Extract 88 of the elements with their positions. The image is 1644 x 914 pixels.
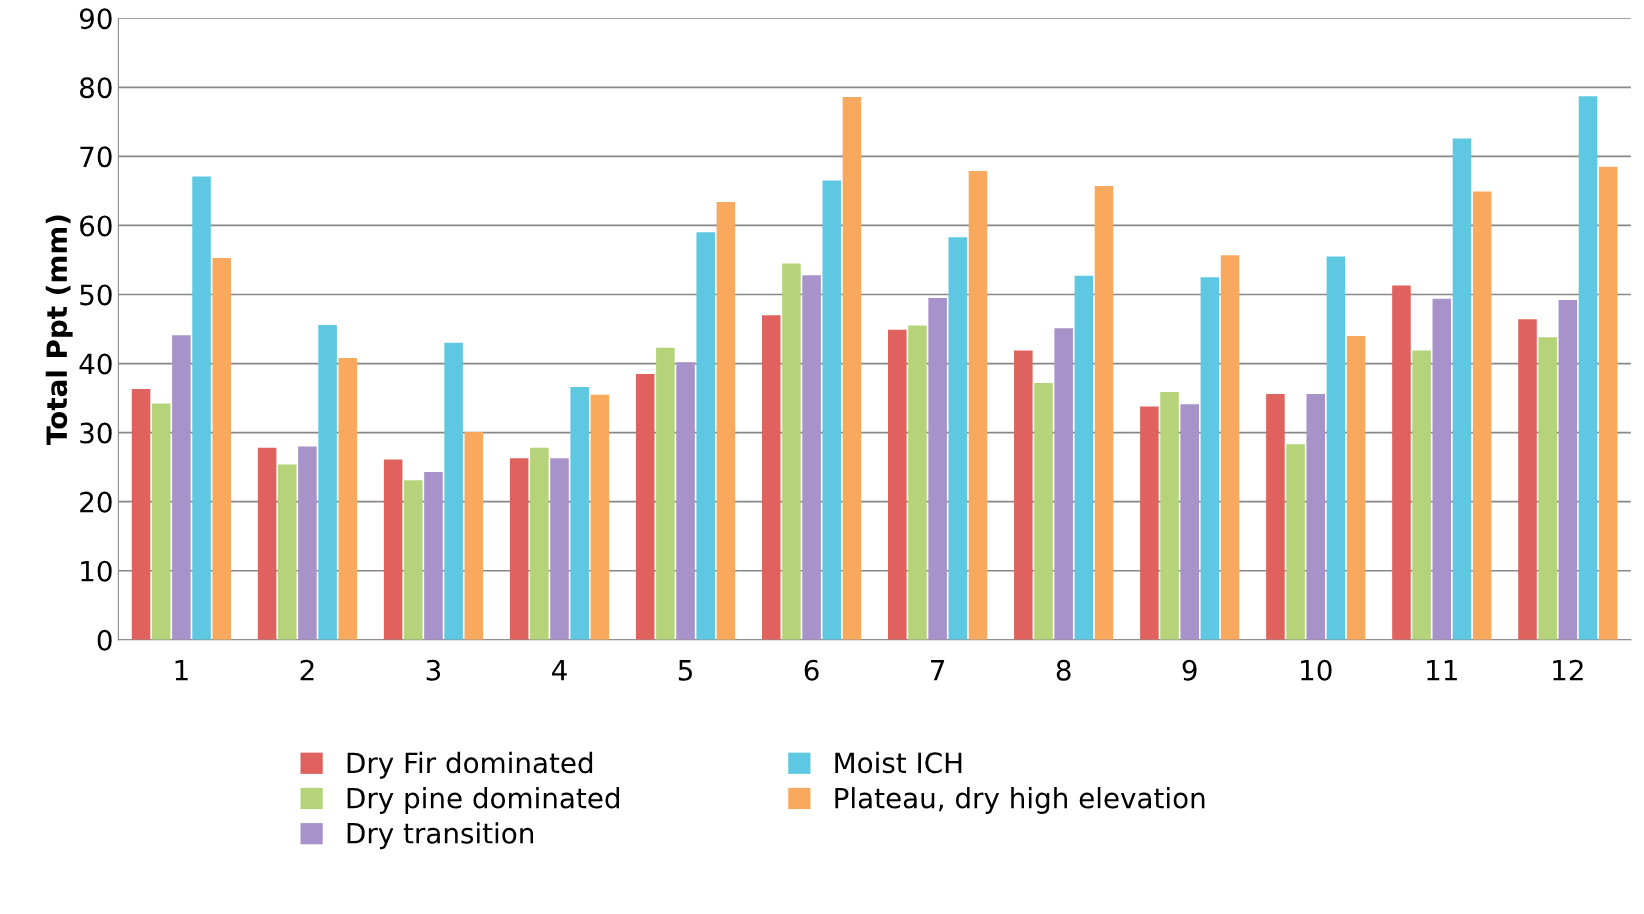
bar [464, 431, 484, 640]
bar [1392, 285, 1411, 640]
x-tick-label: 1 [175, 660, 188, 681]
x-tick-label: 2 [300, 659, 314, 681]
bar [1054, 328, 1073, 640]
bar [1014, 350, 1033, 640]
bar [1220, 255, 1240, 640]
bar [550, 458, 569, 640]
y-tick-label: 30 [80, 422, 112, 444]
bar [782, 263, 801, 640]
x-tick-label: 5 [678, 660, 692, 681]
bar [948, 237, 968, 640]
y-tick-label: 40 [79, 353, 112, 375]
legend-label: Dry transition [347, 822, 534, 850]
bar [968, 170, 988, 640]
bar [151, 403, 171, 640]
bar [635, 373, 655, 640]
bar [570, 387, 589, 640]
bar [928, 297, 947, 640]
bar [1094, 186, 1114, 640]
bar [1286, 444, 1305, 640]
bar [1472, 191, 1492, 640]
bar [802, 275, 821, 640]
bar [696, 232, 715, 640]
bar [761, 315, 781, 640]
bar [656, 347, 675, 640]
y-tick-label: 90 [79, 8, 112, 30]
x-tick-label: 7 [931, 660, 945, 681]
bar [257, 447, 277, 640]
bar [888, 329, 907, 640]
bar [1180, 404, 1199, 640]
bar [192, 176, 211, 640]
bar [444, 342, 463, 640]
bar [1518, 319, 1537, 640]
bar [1412, 350, 1431, 640]
x-tick-label: 3 [426, 659, 441, 681]
bar [1034, 382, 1053, 640]
x-tick-label: 11 [1427, 660, 1457, 681]
x-tick-label: 4 [552, 660, 567, 681]
bar [1578, 96, 1598, 640]
bar [842, 97, 862, 640]
bar [509, 458, 529, 640]
legend-label: Moist ICH [835, 751, 962, 774]
bar [590, 394, 610, 640]
y-tick-label: 0 [97, 629, 112, 651]
bar [277, 464, 297, 640]
bar [1200, 277, 1220, 640]
bar [1432, 298, 1452, 640]
bar [383, 459, 403, 640]
bar [908, 325, 927, 640]
x-tick-label: 10 [1301, 659, 1332, 681]
y-axis-title: Total Ppt (mm) [45, 215, 73, 445]
bar [131, 389, 151, 640]
bar [212, 257, 231, 640]
x-tick-label: 9 [1182, 659, 1197, 681]
bar [404, 480, 423, 640]
legend-label: Dry Fir dominated [347, 751, 593, 779]
x-tick-label: 6 [804, 659, 819, 681]
bar [676, 362, 695, 640]
y-tick-label: 80 [80, 77, 112, 99]
bar [1538, 337, 1557, 640]
bar [530, 447, 549, 640]
bar [298, 446, 317, 640]
bar [1558, 300, 1578, 640]
bar [1326, 256, 1346, 640]
bar [1074, 275, 1094, 640]
y-tick-label: 70 [80, 146, 112, 168]
bar [338, 358, 358, 640]
bar [1266, 393, 1285, 640]
y-tick-label: 50 [80, 284, 112, 306]
x-tick-label: 12 [1553, 659, 1583, 681]
bar [1346, 335, 1366, 640]
y-tick-label: 20 [80, 491, 112, 513]
bar [822, 180, 842, 640]
legend-label: Plateau, dry high elevation [835, 787, 1205, 814]
bar [1140, 406, 1159, 640]
bar [1306, 393, 1326, 640]
bar [1452, 138, 1472, 640]
legend-label: Dry pine dominated [347, 787, 620, 814]
bar [1598, 166, 1618, 640]
y-tick-label: 60 [80, 215, 112, 237]
bar [318, 324, 337, 640]
bar [424, 471, 443, 640]
bar [1160, 391, 1179, 640]
bar [172, 335, 191, 640]
y-tick-label: 10 [81, 560, 112, 582]
x-tick-label: 8 [1056, 659, 1071, 681]
bar [716, 201, 736, 640]
